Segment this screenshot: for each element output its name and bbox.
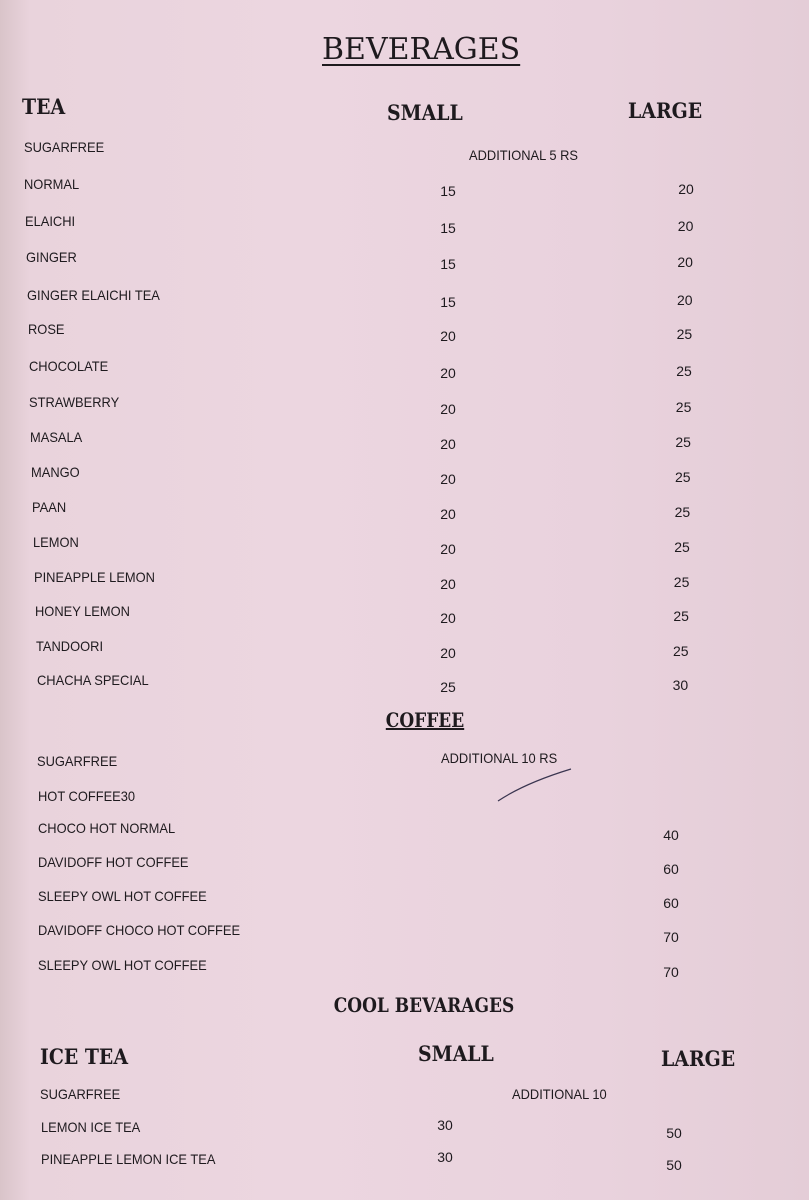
tea-item-large-price: 20 <box>677 292 693 308</box>
tea-item-large-price: 25 <box>673 643 689 659</box>
ice-tea-heading: ICE TEA <box>40 1044 129 1069</box>
tea-item-name: PAAN <box>32 499 67 515</box>
tea-item-name: HONEY LEMON <box>34 603 130 619</box>
tea-sugarfree: SUGARFREE <box>24 139 105 155</box>
tea-item-small-price: 20 <box>440 471 456 487</box>
tea-item-small-price: 20 <box>440 576 456 592</box>
tea-item-small-price: 20 <box>440 401 456 417</box>
tea-item-large-price: 25 <box>676 363 692 379</box>
tea-small-label: SMALL <box>387 100 463 125</box>
coffee-item-name: DAVIDOFF CHOCO HOT COFFEE <box>38 922 241 938</box>
coffee-item-name: SLEEPY OWL HOT COFFEE <box>38 888 207 904</box>
page-title: BEVERAGES <box>322 32 521 67</box>
coffee-item-price: 70 <box>663 964 679 980</box>
tea-item-small-price: 20 <box>440 610 456 626</box>
tea-item-name: CHOCOLATE <box>28 358 108 374</box>
tea-sugarfree-note: ADDITIONAL 5 RS <box>469 147 579 163</box>
tea-item-large-price: 25 <box>675 434 691 450</box>
tea-item-name: LEMON <box>33 534 79 550</box>
cool-sugarfree-note: ADDITIONAL 10 <box>512 1086 607 1102</box>
tea-item-name: NORMAL <box>24 176 80 192</box>
tea-item-small-price: 20 <box>440 645 456 661</box>
tea-item-large-price: 25 <box>674 504 691 520</box>
cool-sugarfree: SUGARFREE <box>40 1086 121 1102</box>
tea-item-name: TANDOORI <box>35 638 103 654</box>
tea-item-large-price: 25 <box>673 574 690 590</box>
coffee-item-price: 60 <box>663 895 679 911</box>
tea-item-large-price: 25 <box>674 539 690 555</box>
coffee-sugarfree-note: ADDITIONAL 10 RS <box>441 750 558 766</box>
coffee-item-name: HOT COFFEE30 <box>38 788 136 804</box>
tea-item-name: ROSE <box>27 321 65 337</box>
coffee-item-name: DAVIDOFF HOT COFFEE <box>38 854 189 870</box>
tea-item-small-price: 15 <box>440 220 456 236</box>
tea-item-small-price: 15 <box>440 294 456 310</box>
tea-heading: TEA <box>22 94 66 119</box>
ice-tea-small-price: 30 <box>437 1149 453 1165</box>
tea-item-name: GINGER <box>25 249 77 265</box>
tea-item-name: STRAWBERRY <box>29 394 120 410</box>
tea-item-name: GINGER ELAICHI TEA <box>26 287 160 303</box>
tea-item-small-price: 15 <box>440 256 456 272</box>
tea-large-label: LARGE <box>628 98 703 123</box>
tea-item-name: ELAICHI <box>24 213 76 229</box>
ice-tea-large-price: 50 <box>666 1157 682 1173</box>
tea-item-small-price: 20 <box>440 506 456 522</box>
coffee-item-name: CHOCO HOT NORMAL <box>38 820 176 836</box>
tea-item-large-price: 20 <box>677 254 693 270</box>
tea-item-large-price: 20 <box>677 218 694 234</box>
cool-large-label: LARGE <box>661 1046 736 1071</box>
tea-item-small-price: 20 <box>440 541 456 557</box>
tea-item-large-price: 25 <box>676 326 693 342</box>
coffee-heading: COFFEE <box>385 708 465 732</box>
coffee-item-price: 70 <box>663 929 679 945</box>
tea-item-name: MANGO <box>31 464 80 480</box>
tea-item-name: CHACHA SPECIAL <box>36 672 149 688</box>
tea-item-small-price: 20 <box>440 436 456 452</box>
tea-item-large-price: 30 <box>672 677 689 693</box>
coffee-item-price: 40 <box>663 827 679 843</box>
cool-small-label: SMALL <box>418 1041 494 1066</box>
ice-tea-item-name: LEMON ICE TEA <box>41 1119 141 1135</box>
ice-tea-small-price: 30 <box>437 1117 453 1133</box>
tea-item-small-price: 15 <box>440 183 456 199</box>
tea-item-large-price: 25 <box>673 608 689 624</box>
coffee-item-price: 60 <box>663 861 679 877</box>
tea-item-large-price: 25 <box>675 399 692 415</box>
ice-tea-item-name: PINEAPPLE LEMON ICE TEA <box>41 1151 216 1167</box>
coffee-sugarfree: SUGARFREE <box>37 753 118 769</box>
tea-item-name: MASALA <box>30 429 83 445</box>
tea-item-name: PINEAPPLE LEMON <box>33 569 155 585</box>
tea-item-small-price: 20 <box>440 328 456 344</box>
tea-item-large-price: 25 <box>675 469 691 485</box>
tea-item-small-price: 25 <box>440 679 456 695</box>
cool-heading: COOL BEVARAGES <box>333 993 515 1017</box>
tea-item-small-price: 20 <box>440 365 456 381</box>
tea-item-large-price: 20 <box>678 181 694 197</box>
pen-mark <box>497 768 572 802</box>
ice-tea-large-price: 50 <box>666 1125 682 1141</box>
coffee-item-name: SLEEPY OWL HOT COFFEE <box>38 957 207 973</box>
